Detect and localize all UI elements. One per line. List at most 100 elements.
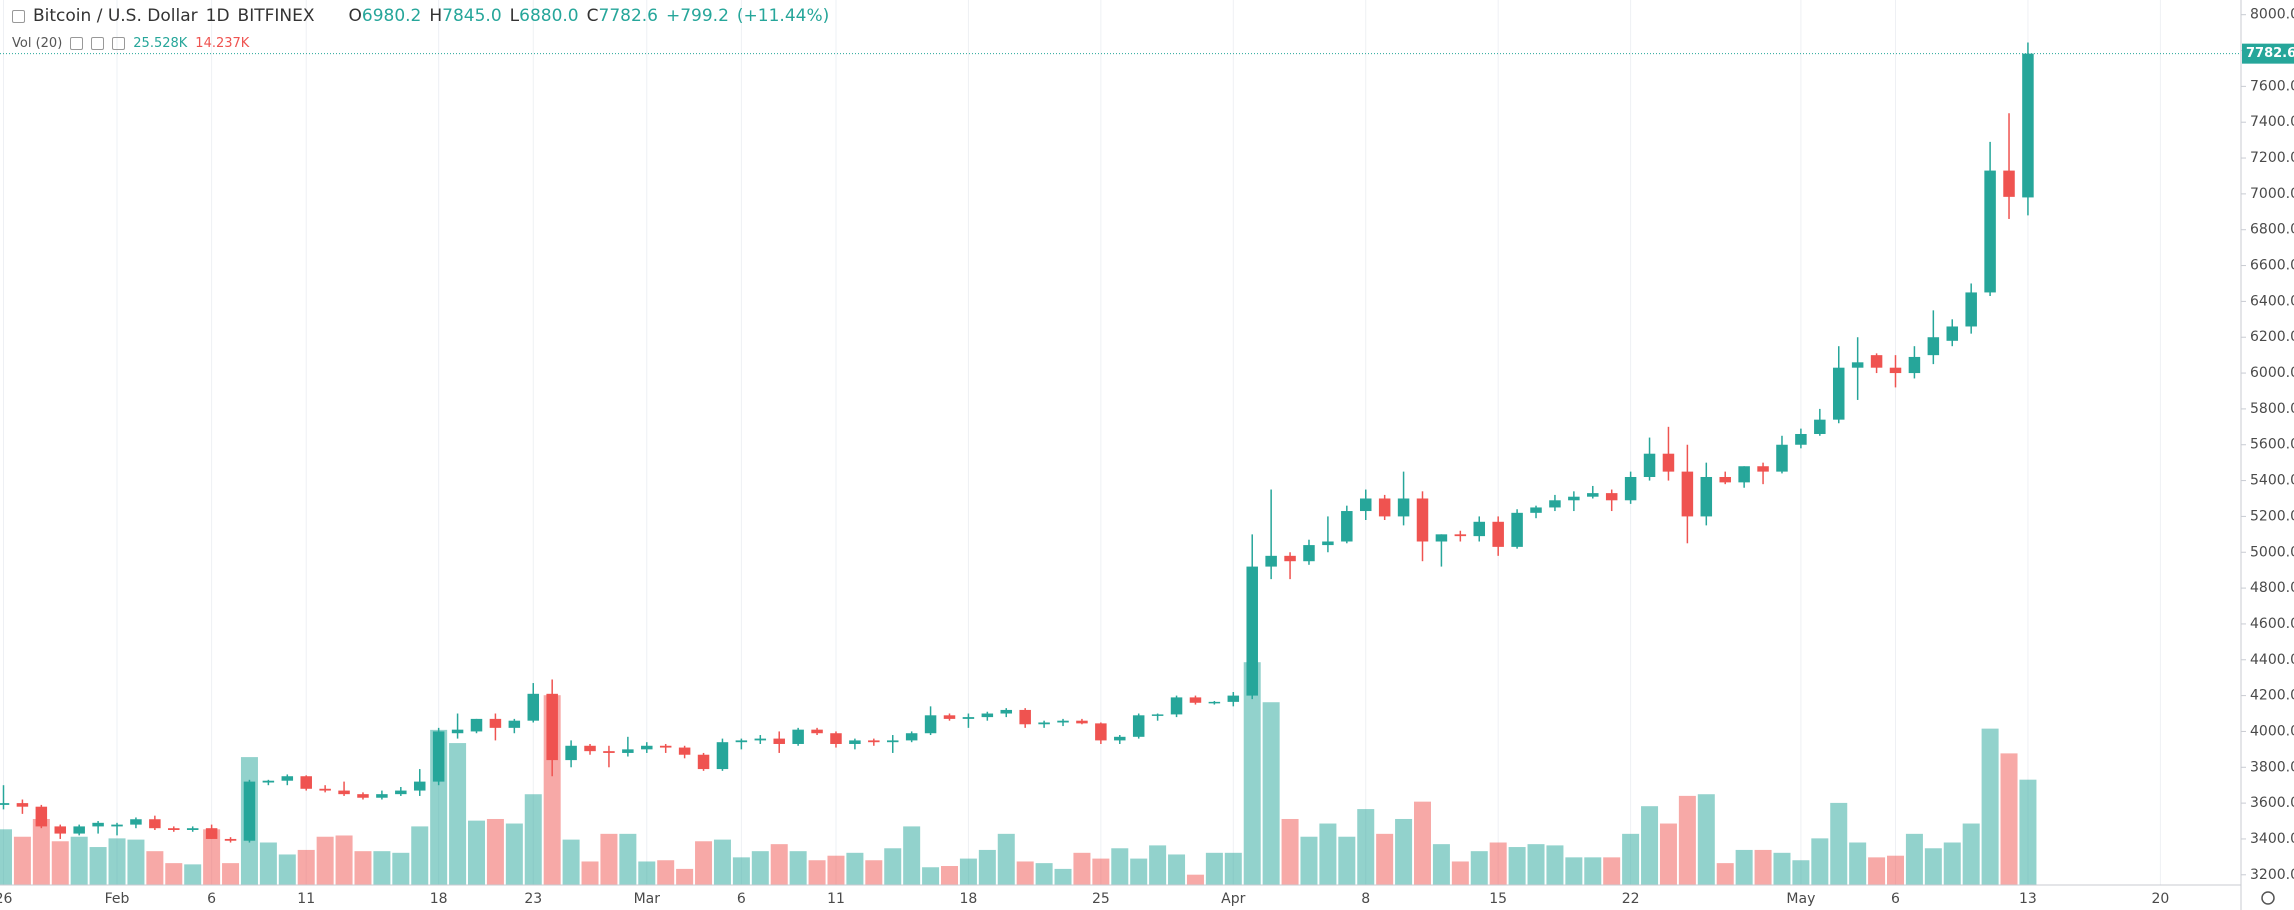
- y-tick-label: 4800.0: [2250, 580, 2294, 596]
- volume-bar: [1830, 802, 1848, 885]
- candle-body: [2003, 170, 2015, 197]
- x-tick-label: 26: [0, 891, 12, 907]
- interval[interactable]: 1D: [205, 6, 230, 26]
- candle-body: [1700, 476, 1713, 517]
- ohlc-value: 6880.0: [519, 6, 579, 26]
- volume-bar: [1811, 838, 1829, 885]
- candle-body: [1208, 701, 1221, 704]
- candle-body: [432, 731, 445, 782]
- candle-body: [1870, 355, 1883, 368]
- ohlc-value: 7782.6: [598, 6, 658, 26]
- volume-bar: [1016, 861, 1034, 885]
- candle-body: [224, 838, 237, 841]
- candle-body: [1341, 511, 1353, 542]
- volume-pane: [0, 662, 2037, 885]
- volume-bar: [1073, 852, 1091, 885]
- volume-bar: [676, 868, 694, 885]
- volume-bar: [846, 852, 864, 885]
- y-tick-label: 5200.0: [2250, 508, 2294, 524]
- volume-ma: 14.237K: [195, 36, 250, 51]
- volume-bar: [1130, 858, 1148, 885]
- volume-bar: [259, 842, 277, 885]
- volume-bar: [0, 829, 12, 885]
- candle-body: [868, 740, 880, 743]
- candle-body: [1019, 709, 1031, 725]
- y-tick-label: 7000.0: [2250, 186, 2294, 202]
- x-tick-label: 13: [2019, 891, 2037, 907]
- eye-icon[interactable]: [70, 37, 84, 50]
- x-tick-label: 20: [2151, 891, 2169, 907]
- ohlc-name: H: [429, 6, 443, 26]
- settings-icon[interactable]: [91, 37, 105, 50]
- y-tick-label: 7600.0: [2250, 78, 2294, 94]
- candle-body: [489, 718, 502, 728]
- y-tick-label: 8000.0: [2250, 7, 2294, 23]
- candle-body: [1795, 433, 1807, 445]
- volume-bar: [203, 829, 221, 885]
- y-tick-label: 4400.0: [2250, 652, 2294, 668]
- volume-bar: [1659, 823, 1677, 885]
- volume-bar: [2000, 753, 2018, 885]
- candle-body: [300, 776, 312, 789]
- candle-body: [168, 828, 180, 830]
- candle-body: [584, 745, 596, 752]
- candle-body: [73, 826, 85, 834]
- volume-bar: [468, 820, 485, 885]
- x-tick-label: Apr: [1221, 891, 1245, 907]
- candle-body: [2022, 53, 2034, 198]
- y-tick-label: 4600.0: [2250, 616, 2294, 632]
- candle-body: [1114, 736, 1126, 741]
- exchange[interactable]: BITFINEX: [237, 6, 315, 26]
- candle-body: [111, 824, 123, 827]
- volume-bar: [1508, 847, 1526, 885]
- candle-body: [1057, 720, 1069, 723]
- volume-bar: [751, 851, 769, 885]
- volume-name[interactable]: Vol (20): [12, 36, 63, 51]
- symbol-title[interactable]: Bitcoin / U.S. Dollar: [33, 6, 198, 26]
- candle-body: [1151, 714, 1164, 716]
- volume-bar: [486, 818, 504, 885]
- candle-body: [35, 806, 48, 827]
- volume-bar: [1470, 851, 1488, 885]
- candle-body: [754, 738, 767, 741]
- y-tick-label: 6000.0: [2250, 365, 2294, 381]
- volume-bar: [600, 833, 618, 885]
- candle-body: [1076, 720, 1088, 724]
- candle-body: [1038, 722, 1050, 725]
- volume-bar: [789, 851, 807, 885]
- candle-body: [1246, 566, 1258, 696]
- candle-body: [641, 745, 653, 750]
- y-tick-label: 6600.0: [2250, 258, 2294, 274]
- volume-bar: [108, 838, 126, 885]
- candle-body: [508, 720, 521, 728]
- volume-bar: [70, 836, 88, 885]
- volume-bar: [1376, 833, 1394, 885]
- candle-body: [546, 693, 558, 761]
- volume-bar: [1697, 794, 1715, 885]
- candle-body: [1378, 498, 1391, 517]
- collapse-icon[interactable]: [12, 9, 25, 23]
- x-tick-label: Mar: [634, 891, 661, 907]
- candle-body: [716, 742, 729, 770]
- settings-icon[interactable]: [2261, 891, 2275, 905]
- x-tick-label: 8: [1361, 891, 1370, 907]
- y-tick-label: 3400.0: [2250, 831, 2294, 847]
- volume-bar: [89, 847, 107, 885]
- candle-body: [470, 718, 483, 732]
- y-tick-label: 7200.0: [2250, 150, 2294, 166]
- candle-body: [357, 794, 369, 798]
- volume-bar: [865, 860, 883, 885]
- candle-body: [1776, 444, 1788, 472]
- volume-bar: [1111, 848, 1129, 885]
- candle-body: [1000, 709, 1013, 714]
- volume-bar: [411, 826, 429, 885]
- volume-bar: [1678, 795, 1696, 885]
- volume-bar: [1924, 848, 1942, 885]
- ohlc-name: O: [348, 6, 362, 26]
- close-icon[interactable]: [112, 37, 126, 50]
- volume-bar: [1584, 857, 1602, 885]
- candle-body: [1757, 466, 1769, 472]
- candle-body: [1549, 500, 1561, 508]
- volume-bar: [581, 861, 599, 885]
- volume-bar: [1224, 852, 1242, 885]
